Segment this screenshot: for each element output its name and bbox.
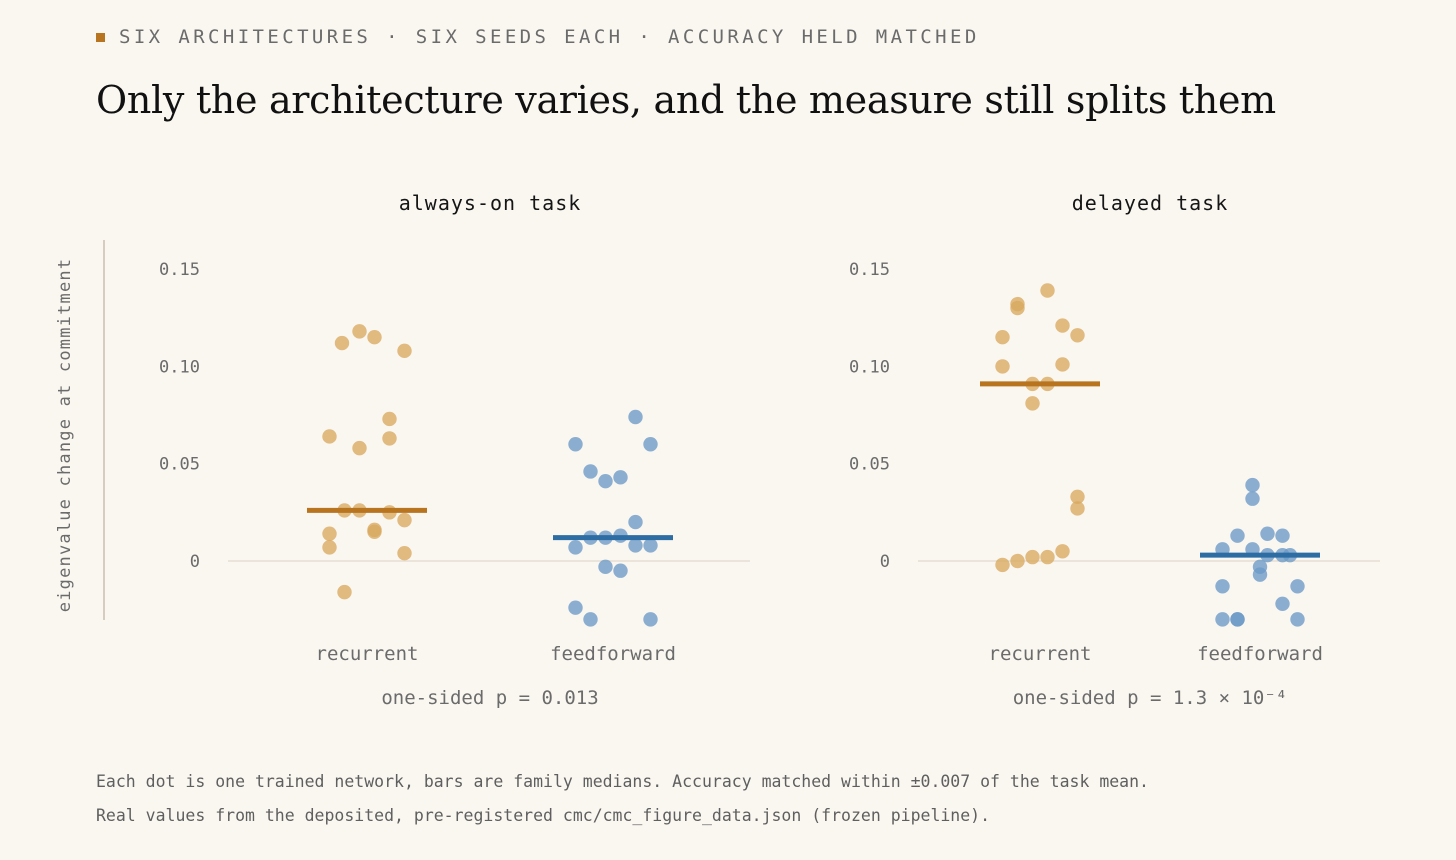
panel-2-feedforward-point-12 — [1215, 579, 1230, 594]
panel-2-recurrent-point-14 — [1040, 549, 1055, 565]
panel-2-recurrent-point-4 — [1070, 328, 1085, 343]
panel-1-recurrent-point-11 — [397, 512, 412, 528]
panel-1-feedforward-point-11 — [643, 538, 658, 553]
panel-2-feedforward-point-3 — [1260, 526, 1275, 541]
footnote-1: Each dot is one trained network, bars ar… — [96, 772, 1149, 791]
panel-2-feedforward-point-0 — [1245, 477, 1260, 493]
kicker-square-icon — [96, 32, 105, 42]
footnote-2: Real values from the deposited, pre-regi… — [96, 806, 991, 825]
y-axis-label: eigenvalue change at commitment — [55, 258, 75, 612]
panel-1-recurrent-point-3 — [397, 343, 412, 359]
kicker: SIX ARCHITECTURES · SIX SEEDS EACH · ACC… — [96, 26, 980, 48]
panel-1-feedforward-point-0 — [628, 409, 643, 425]
panel-1-recurrent-point-4 — [382, 411, 397, 427]
panel-2-feedforward-point-15 — [1215, 612, 1230, 627]
panel-1-ytick-0: 0 — [190, 552, 200, 572]
panel-2-recurrent-point-0 — [1040, 283, 1055, 298]
panel-1-recurrent-point-1 — [352, 324, 367, 339]
panel-2-recurrent-point-3 — [1055, 318, 1070, 333]
panel-2-recurrent-point-2 — [1010, 300, 1025, 316]
panel-2-recurrent-point-12 — [1070, 501, 1085, 516]
panel-2-recurrent-point-5 — [995, 330, 1010, 345]
panel-1-ytick-2: 0.10 — [159, 357, 200, 377]
panel-1-ytick-1: 0.05 — [159, 455, 200, 475]
panel-2-feedforward-point-13 — [1290, 579, 1305, 594]
panel-2-recurrent-point-17 — [995, 557, 1010, 573]
panel-1-feedforward-point-2 — [643, 437, 658, 452]
panel-1-recurrent-point-5 — [322, 429, 337, 444]
panel-1-category-label-recurrent: recurrent — [316, 643, 419, 665]
chart: eigenvalue change at commitment always-on… — [55, 191, 1380, 709]
panel-1-recurrent-point-13 — [367, 524, 382, 540]
panel-1-feedforward-point-15 — [568, 600, 583, 615]
panel-2-recurrent-point-15 — [1025, 549, 1040, 565]
panel-1-ytick-3: 0.15 — [159, 260, 200, 280]
panel-1-title: always-on task — [399, 191, 582, 215]
panel-2-recurrent-point-6 — [1055, 357, 1070, 372]
panel-2-feedforward-point-17 — [1230, 612, 1245, 627]
panel-1-stat-label: one-sided p = 0.013 — [381, 687, 598, 709]
panel-1-recurrent-point-16 — [397, 546, 412, 561]
panel-1-category-label-feedforward: feedforward — [550, 643, 676, 665]
panel-2-stat-label: one-sided p = 1.3 × 10⁻⁴ — [1013, 687, 1288, 709]
panel-2-recurrent-point-10 — [1025, 396, 1040, 411]
panel-2-feedforward-point-14 — [1275, 596, 1290, 612]
panel-2-ytick-3: 0.15 — [849, 260, 890, 280]
panel-1-feedforward-point-6 — [628, 514, 643, 530]
panel-2-category-label-feedforward: feedforward — [1197, 643, 1323, 665]
panel-1-feedforward-point-16 — [583, 612, 598, 627]
panel-2-recurrent-point-13 — [1055, 544, 1070, 559]
panel-2-feedforward-point-11 — [1252, 567, 1268, 582]
panel-1-feedforward-point-4 — [613, 470, 628, 485]
panel-1-feedforward-point-1 — [568, 437, 583, 452]
panel-1-recurrent-point-17 — [337, 584, 352, 600]
panel-2-ytick-1: 0.05 — [849, 455, 890, 475]
panel-1-feedforward-point-13 — [598, 559, 613, 575]
panel-1-recurrent-point-14 — [322, 526, 337, 541]
kicker-text: SIX ARCHITECTURES · SIX SEEDS EACH · ACC… — [119, 26, 980, 48]
panel-1-recurrent-point-15 — [322, 540, 337, 555]
panel-1-recurrent-point-2 — [367, 330, 382, 345]
panel-2-feedforward-point-1 — [1245, 491, 1260, 506]
panel-1-feedforward-point-3 — [583, 464, 598, 479]
panel-2-recurrent-point-11 — [1070, 489, 1085, 504]
panel-2-recurrent-point-16 — [1010, 553, 1025, 569]
page-title: Only the architecture varies, and the me… — [96, 78, 1276, 122]
panel-1-feedforward-point-10 — [628, 538, 643, 553]
panel-1-feedforward-point-5 — [598, 474, 613, 489]
panel-1-recurrent-point-6 — [382, 431, 397, 446]
panel-2-category-label-recurrent: recurrent — [989, 643, 1092, 665]
panel-2-recurrent-point-7 — [995, 359, 1010, 374]
panel-2-feedforward-point-2 — [1230, 528, 1245, 543]
panel-2-ytick-2: 0.10 — [849, 357, 890, 377]
panel-2-ytick-0: 0 — [880, 552, 890, 572]
panel-1-feedforward-point-14 — [613, 563, 628, 578]
panel-1-feedforward-point-12 — [568, 540, 583, 555]
panel-2-feedforward-point-4 — [1275, 528, 1290, 543]
panel-1-recurrent-point-0 — [334, 335, 350, 351]
panel-2-feedforward-point-18 — [1290, 612, 1305, 627]
panel-1-feedforward-point-17 — [643, 612, 658, 627]
panel-1-recurrent-point-7 — [352, 440, 367, 456]
panel-2-title: delayed task — [1072, 191, 1229, 215]
